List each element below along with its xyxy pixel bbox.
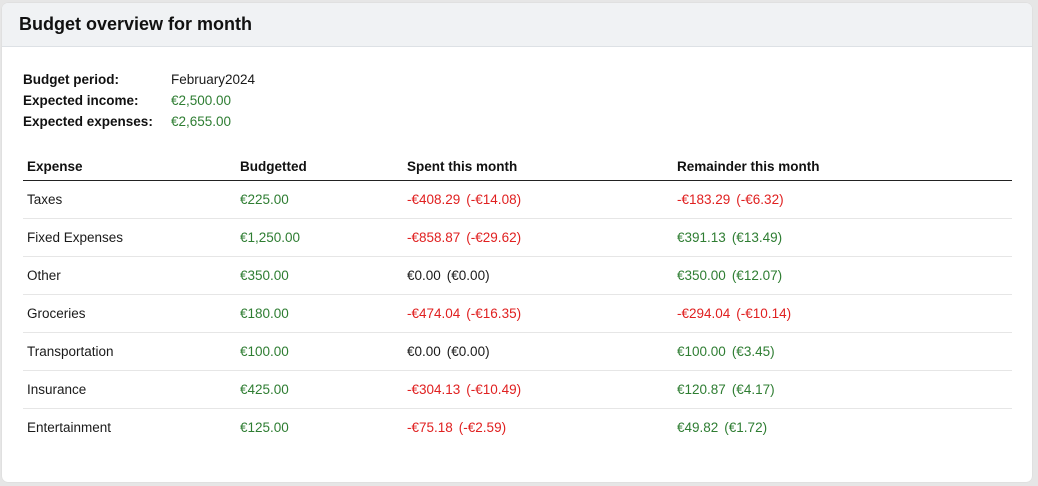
remainder-daily-amount: (-€6.32) (736, 192, 784, 207)
table-row: Other €350.00 €0.00 (€0.00) €350.00 (€12.07) (23, 257, 1012, 295)
column-header-budgetted: Budgetted (240, 159, 307, 174)
spent-cell: €0.00 (€0.00) (407, 268, 677, 283)
income-value: €2,500.00 (171, 93, 232, 108)
remainder-amount: €120.87 (677, 382, 726, 397)
budget-amount: €1,250.00 (240, 230, 301, 245)
spent-amount: -€858.87 (407, 230, 461, 245)
remainder-cell: -€294.04 (-€10.14) (677, 306, 1012, 321)
expenses-value: €2,655.00 (171, 114, 232, 129)
table-row: Entertainment €125.00 -€75.18 (-€2.59) €49.8… (23, 409, 1012, 446)
expense-name: Taxes (27, 192, 63, 207)
table-row: Transportation €100.00 €0.00 (€0.00) €100.00… (23, 333, 1012, 371)
remainder-cell: -€183.29 (-€6.32) (677, 192, 1012, 207)
spent-cell: €0.00 (€0.00) (407, 344, 677, 359)
budget-amount: €180.00 (240, 306, 289, 321)
column-header-spent: Spent this month (407, 159, 518, 174)
spent-amount: €0.00 (407, 344, 441, 359)
remainder-amount: -€294.04 (677, 306, 731, 321)
remainder-cell: €49.82 (€1.72) (677, 420, 1012, 435)
remainder-daily-amount: (€13.49) (731, 230, 783, 245)
remainder-daily-amount: (€12.07) (731, 268, 783, 283)
expense-table: Expense Budgetted Spent this month Remai… (23, 153, 1012, 446)
table-body: Taxes €225.00 -€408.29 (-€14.08) -€183.29 (-€… (23, 181, 1012, 446)
remainder-amount: €391.13 (677, 230, 726, 245)
spent-cell: -€304.13 (-€10.49) (407, 382, 677, 397)
spent-daily-amount: (€0.00) (446, 344, 490, 359)
spent-amount: -€75.18 (407, 420, 453, 435)
spent-daily-amount: (€0.00) (446, 268, 490, 283)
expense-name: Other (27, 268, 61, 283)
remainder-daily-amount: (€4.17) (731, 382, 775, 397)
remainder-amount: €100.00 (677, 344, 726, 359)
table-row: Fixed Expenses €1,250.00 -€858.87 (-€29.62)… (23, 219, 1012, 257)
period-value: February2024 (171, 72, 256, 87)
remainder-daily-amount: (-€10.14) (736, 306, 792, 321)
table-row: Groceries €180.00 -€474.04 (-€16.35) -€294.0… (23, 295, 1012, 333)
remainder-cell: €100.00 (€3.45) (677, 344, 1012, 359)
remainder-cell: €120.87 (€4.17) (677, 382, 1012, 397)
column-header-expense: Expense (27, 159, 83, 174)
spent-cell: -€474.04 (-€16.35) (407, 306, 677, 321)
spent-daily-amount: (-€29.62) (466, 230, 522, 245)
remainder-cell: €350.00 (€12.07) (677, 268, 1012, 283)
budget-amount: €225.00 (240, 192, 289, 207)
spent-daily-amount: (-€16.35) (466, 306, 522, 321)
table-row: Taxes €225.00 -€408.29 (-€14.08) -€183.29 (-€… (23, 181, 1012, 219)
column-header-remainder: Remainder this month (677, 159, 820, 174)
budget-summary: Budget period: February2024 Expected inc… (23, 69, 255, 132)
expense-name: Fixed Expenses (27, 230, 124, 245)
expenses-label: Expected expenses: (23, 114, 153, 129)
expense-name: Transportation (27, 344, 114, 359)
budget-amount: €425.00 (240, 382, 289, 397)
expense-name: Entertainment (27, 420, 112, 435)
table-row: Insurance €425.00 -€304.13 (-€10.49) €120.87… (23, 371, 1012, 409)
spent-amount: €0.00 (407, 268, 441, 283)
expense-name: Groceries (27, 306, 86, 321)
remainder-amount: €49.82 (677, 420, 719, 435)
remainder-daily-amount: (€3.45) (731, 344, 775, 359)
budget-amount: €125.00 (240, 420, 289, 435)
spent-cell: -€75.18 (-€2.59) (407, 420, 677, 435)
summary-row-income: Expected income: €2,500.00 (23, 90, 255, 111)
spent-amount: -€474.04 (407, 306, 461, 321)
income-label: Expected income: (23, 93, 139, 108)
period-label: Budget period: (23, 72, 119, 87)
spent-daily-amount: (-€2.59) (458, 420, 507, 435)
budget-amount: €100.00 (240, 344, 289, 359)
spent-daily-amount: (-€14.08) (466, 192, 522, 207)
spent-amount: -€408.29 (407, 192, 461, 207)
remainder-amount: €350.00 (677, 268, 726, 283)
budget-overview-card: Budget overview for month Budget period:… (2, 3, 1032, 482)
spent-daily-amount: (-€10.49) (466, 382, 522, 397)
card-header: Budget overview for month (2, 3, 1032, 47)
summary-row-expenses: Expected expenses: €2,655.00 (23, 111, 255, 132)
spent-amount: -€304.13 (407, 382, 461, 397)
table-header: Expense Budgetted Spent this month Remai… (23, 153, 1012, 181)
page-title: Budget overview for month (19, 14, 253, 34)
remainder-cell: €391.13 (€13.49) (677, 230, 1012, 245)
summary-row-period: Budget period: February2024 (23, 69, 255, 90)
remainder-amount: -€183.29 (677, 192, 731, 207)
remainder-daily-amount: (€1.72) (724, 420, 768, 435)
budget-amount: €350.00 (240, 268, 289, 283)
spent-cell: -€858.87 (-€29.62) (407, 230, 677, 245)
spent-cell: -€408.29 (-€14.08) (407, 192, 677, 207)
expense-name: Insurance (27, 382, 87, 397)
